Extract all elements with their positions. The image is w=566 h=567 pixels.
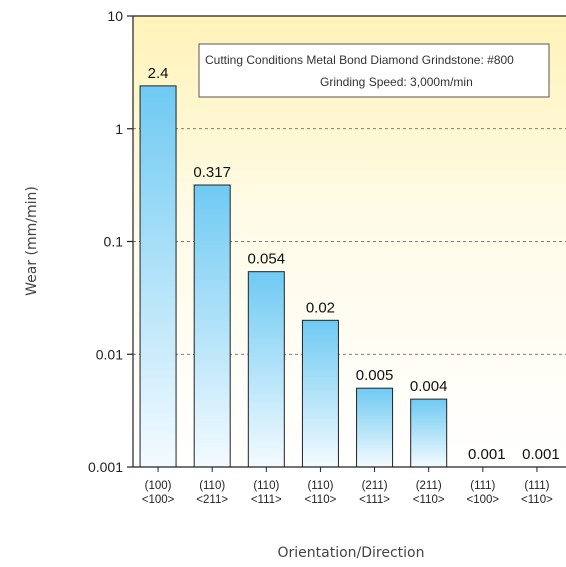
bar	[356, 387, 394, 468]
y-tick-label: 0.001	[88, 459, 123, 475]
bar-value-label: 0.001	[468, 446, 506, 463]
x-category-orientation: (211)	[416, 480, 442, 492]
data-labels: 2.4 0.317 0.054 0.02 0.005 0.004 0.001 0.001	[148, 65, 560, 463]
bar-value-label: 0.005	[356, 367, 394, 384]
x-category-direction: <110>	[305, 494, 337, 506]
legend-line-1: Cutting Conditions Metal Bond Diamond Gr…	[205, 53, 514, 67]
x-category-direction: <111>	[359, 494, 390, 506]
x-category-direction: <110>	[521, 494, 553, 506]
y-tick-label: 10	[107, 8, 123, 24]
bar-value-label: 2.4	[148, 65, 169, 82]
x-axis-title: Orientation/Direction	[278, 545, 425, 561]
bar	[410, 398, 448, 468]
x-category-direction: <100>	[467, 494, 500, 506]
x-category-orientation: (111)	[470, 480, 495, 492]
y-axis-ticks: 10 1 0.1 0.01 0.001	[88, 8, 133, 475]
x-category-orientation: (111)	[524, 480, 549, 492]
bar	[139, 85, 177, 468]
bar-value-label: 0.054	[248, 251, 286, 268]
x-category-direction: <110>	[413, 494, 445, 506]
x-axis-category-labels: (100) <100> (110) <211> (110) <111> (110) <110>…	[142, 467, 553, 506]
x-category-orientation: (110)	[307, 480, 333, 492]
x-category-orientation: (110)	[253, 480, 279, 492]
x-category-direction: <100>	[142, 494, 175, 506]
bar	[247, 271, 285, 468]
bar-value-label: 0.001	[522, 446, 560, 463]
x-category-orientation: (110)	[199, 480, 225, 492]
x-category-orientation: (211)	[362, 480, 388, 492]
legend-line-2: Grinding Speed: 3,000m/min	[320, 75, 473, 89]
bar-value-label: 0.317	[193, 164, 231, 181]
legend-box: Cutting Conditions Metal Bond Diamond Gr…	[198, 43, 550, 98]
x-category-orientation: (100)	[145, 480, 172, 492]
bar-value-label: 0.004	[410, 378, 448, 395]
bar-value-label: 0.02	[306, 299, 335, 316]
bar	[301, 319, 339, 468]
x-category-direction: <211>	[196, 494, 228, 506]
y-tick-label: 1	[115, 121, 123, 137]
y-tick-label: 0.01	[96, 346, 123, 362]
y-axis-title: Wear (mm/min)	[24, 186, 40, 296]
bar	[193, 184, 231, 468]
legend-frame	[198, 43, 550, 98]
x-category-direction: <111>	[251, 494, 282, 506]
y-tick-label: 0.1	[104, 234, 124, 250]
